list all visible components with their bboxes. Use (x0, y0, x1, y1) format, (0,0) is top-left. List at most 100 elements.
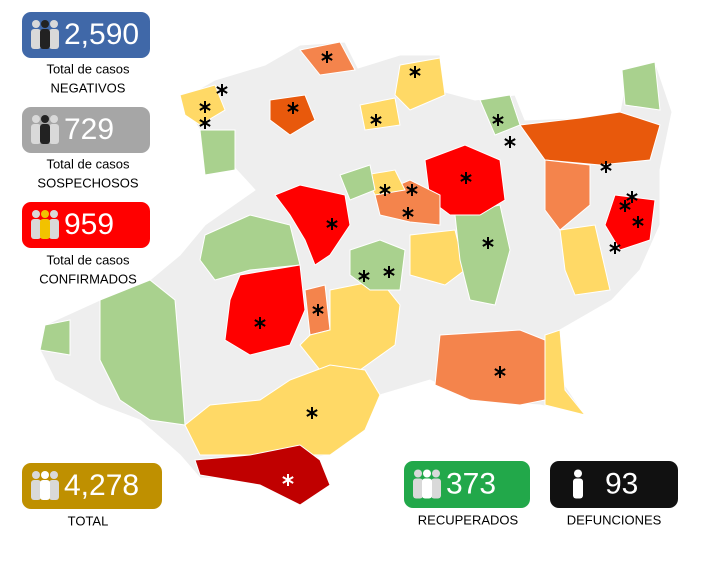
asterisk-stroke (358, 272, 370, 280)
region (544, 329, 587, 416)
region (339, 164, 376, 201)
person-head (32, 471, 40, 479)
asterisk (199, 117, 211, 129)
asterisk (383, 266, 395, 278)
person-body (49, 480, 59, 500)
person-head (574, 469, 582, 478)
person-body (49, 29, 59, 49)
person-body (573, 478, 583, 499)
asterisk (402, 207, 414, 219)
person-body (31, 219, 41, 239)
person-head (41, 115, 49, 123)
region (199, 129, 236, 176)
person-body (422, 478, 432, 499)
person-head (41, 20, 49, 28)
region (39, 319, 71, 356)
stat-value: 729 (64, 113, 114, 146)
asterisk (358, 270, 370, 282)
asterisk (254, 317, 266, 329)
asterisk (216, 84, 228, 96)
region (621, 61, 661, 111)
asterisk-stroke (199, 119, 211, 127)
region (479, 94, 521, 136)
region (434, 329, 546, 406)
asterisk-stroke (600, 163, 612, 171)
region (224, 264, 306, 356)
person-head (50, 115, 58, 123)
region (394, 57, 446, 111)
asterisk-stroke (402, 209, 414, 217)
asterisk (600, 161, 612, 173)
stat-value: 959 (64, 208, 114, 241)
asterisk (406, 184, 418, 196)
asterisk (632, 216, 644, 228)
asterisk (370, 114, 382, 126)
asterisk (287, 102, 299, 114)
asterisk-stroke (326, 220, 338, 228)
asterisk-stroke (619, 202, 631, 210)
asterisk (626, 191, 638, 203)
region (559, 224, 611, 296)
region (544, 159, 591, 231)
asterisk (306, 407, 318, 419)
asterisk (504, 136, 516, 148)
asterisk-stroke (632, 218, 644, 226)
stat-value: 373 (446, 467, 496, 500)
person-head (41, 210, 49, 218)
asterisk-stroke (216, 86, 228, 94)
asterisk-stroke (282, 476, 294, 484)
stat-label: Total de casos (46, 156, 130, 171)
person-body (40, 29, 50, 49)
stat-value: 93 (605, 467, 638, 500)
asterisk-stroke (199, 103, 211, 111)
asterisk-stroke (482, 239, 494, 247)
person-head (423, 469, 431, 478)
person-body (49, 219, 59, 239)
region (199, 214, 301, 281)
stat-label: SOSPECHOSOS (37, 175, 138, 190)
case-markers (199, 51, 644, 486)
asterisk-stroke (609, 244, 621, 252)
person-body (413, 478, 423, 499)
asterisk-stroke (626, 193, 638, 201)
person-body (40, 480, 50, 500)
person-body (31, 29, 41, 49)
stat-label: DEFUNCIONES (567, 512, 662, 527)
asterisk-stroke (321, 53, 333, 61)
asterisk (312, 304, 324, 316)
asterisk (460, 172, 472, 184)
person-head (50, 210, 58, 218)
person-head (41, 471, 49, 479)
person-body (31, 124, 41, 144)
asterisk-stroke (383, 268, 395, 276)
asterisk-stroke (254, 319, 266, 327)
person-body (49, 124, 59, 144)
person-head (432, 469, 440, 478)
stat-label: Total de casos (46, 252, 130, 267)
person-body (40, 124, 50, 144)
asterisk-stroke (306, 409, 318, 417)
person-body (31, 480, 41, 500)
asterisk (494, 366, 506, 378)
asterisk (409, 66, 421, 78)
stat-value: 4,278 (64, 469, 139, 502)
stat-boxes: 2,590 Total de casos NEGATIVOS 729 Total de … (22, 12, 678, 528)
asterisk (326, 218, 338, 230)
stat-label: NEGATIVOS (51, 80, 126, 95)
asterisk (199, 101, 211, 113)
asterisk-stroke (406, 186, 418, 194)
stat-label: Total de casos (46, 61, 130, 76)
asterisk-stroke (287, 104, 299, 112)
person-head (32, 115, 40, 123)
region (359, 97, 401, 131)
asterisk (619, 200, 631, 212)
asterisk (379, 184, 391, 196)
person-body (40, 219, 50, 239)
asterisk-stroke (370, 116, 382, 124)
person-body (431, 478, 441, 499)
asterisk-stroke (494, 368, 506, 376)
asterisk (282, 474, 294, 486)
asterisk-stroke (492, 116, 504, 124)
region (454, 204, 511, 306)
region (274, 184, 351, 266)
